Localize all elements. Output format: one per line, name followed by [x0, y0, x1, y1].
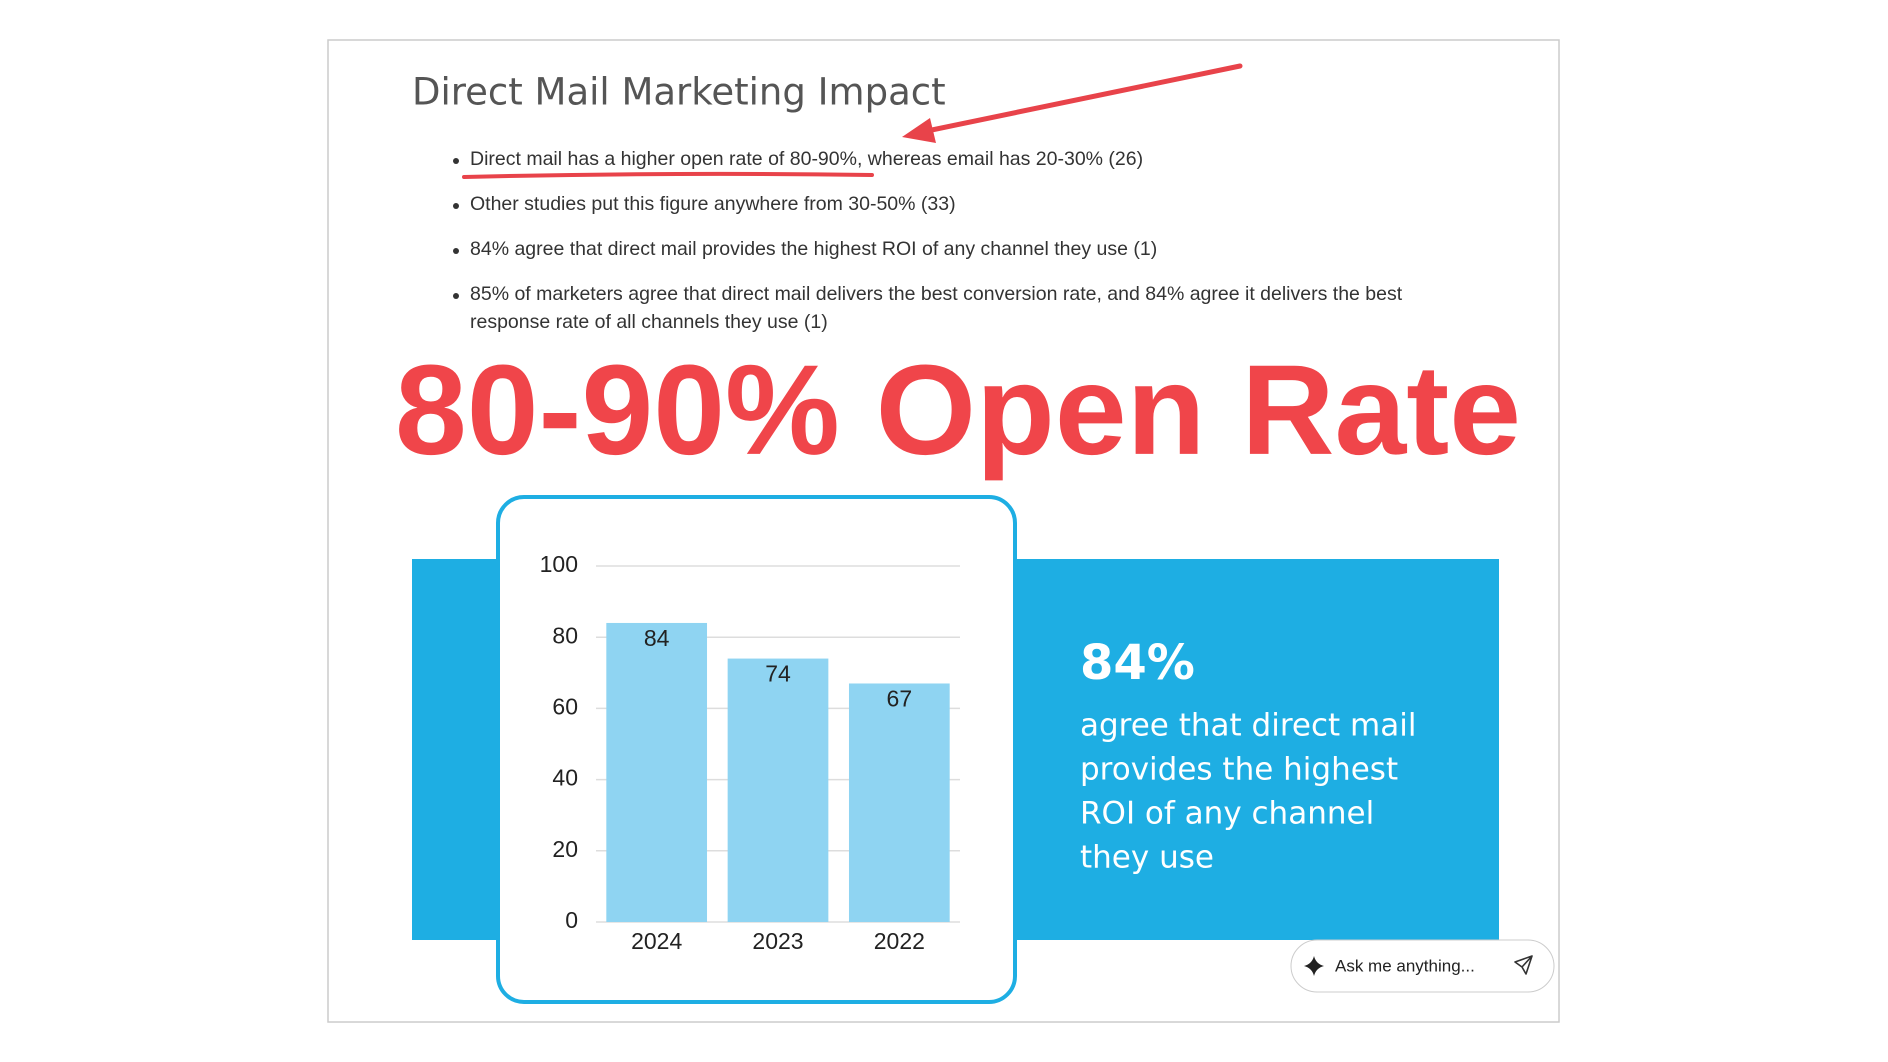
bullet-text: 84% agree that direct mail provides the …	[470, 238, 1157, 260]
send-icon[interactable]	[1514, 955, 1533, 975]
slide-title: Direct Mail Marketing Impact	[412, 71, 946, 114]
callout-text: agree that direct mail provides the highe…	[1080, 708, 1416, 876]
x-tick-label: 2022	[874, 928, 925, 954]
underline	[462, 171, 874, 179]
arrow-head	[902, 118, 936, 143]
bullet-dot	[453, 203, 459, 209]
y-tick-label: 80	[552, 622, 578, 648]
bullet-dot	[453, 158, 459, 164]
bullet-text: response rate of all channels they use (…	[470, 311, 828, 333]
value-label: 84	[644, 625, 670, 651]
y-tick-label: 0	[565, 907, 578, 933]
sparkle-icon	[1304, 956, 1324, 976]
callout-line: agree that direct mail	[1080, 708, 1416, 744]
y-tick-label: 60	[552, 693, 578, 719]
bar	[848, 683, 950, 922]
y-tick-label: 100	[540, 551, 578, 577]
bullet-list: Direct mail has a higher open rate of 80…	[453, 148, 1403, 333]
value-label: 74	[765, 661, 791, 687]
headline: 80-90% Open Rate	[395, 339, 1521, 482]
x-tick-label: 2024	[631, 928, 682, 954]
ask-placeholder[interactable]: Ask me anything...	[1335, 956, 1475, 975]
y-tick-label: 40	[552, 765, 578, 791]
bullet-text: Direct mail has a higher open rate of 80…	[470, 148, 1143, 170]
bar	[727, 658, 829, 922]
bar	[606, 622, 708, 922]
arrow-shaft	[919, 63, 1243, 135]
callout-stat: 84%	[1080, 635, 1195, 691]
callout-line: they use	[1080, 840, 1214, 876]
bar-chart: 0 20 40 60 80 100 84 2024 74 2023 67 2022	[540, 551, 960, 954]
callout-line: provides the highest	[1080, 752, 1398, 788]
x-tick-label: 2023	[752, 928, 803, 954]
value-label: 67	[887, 686, 913, 712]
bullet-dot	[453, 248, 459, 254]
y-tick-label: 20	[552, 836, 578, 862]
callout-line: ROI of any channel	[1080, 796, 1374, 832]
bullet-dot	[453, 293, 459, 299]
bullet-text: 85% of marketers agree that direct mail …	[470, 283, 1403, 305]
bullet-text: Other studies put this figure anywhere f…	[470, 193, 956, 215]
ask-box[interactable]	[1290, 939, 1555, 993]
